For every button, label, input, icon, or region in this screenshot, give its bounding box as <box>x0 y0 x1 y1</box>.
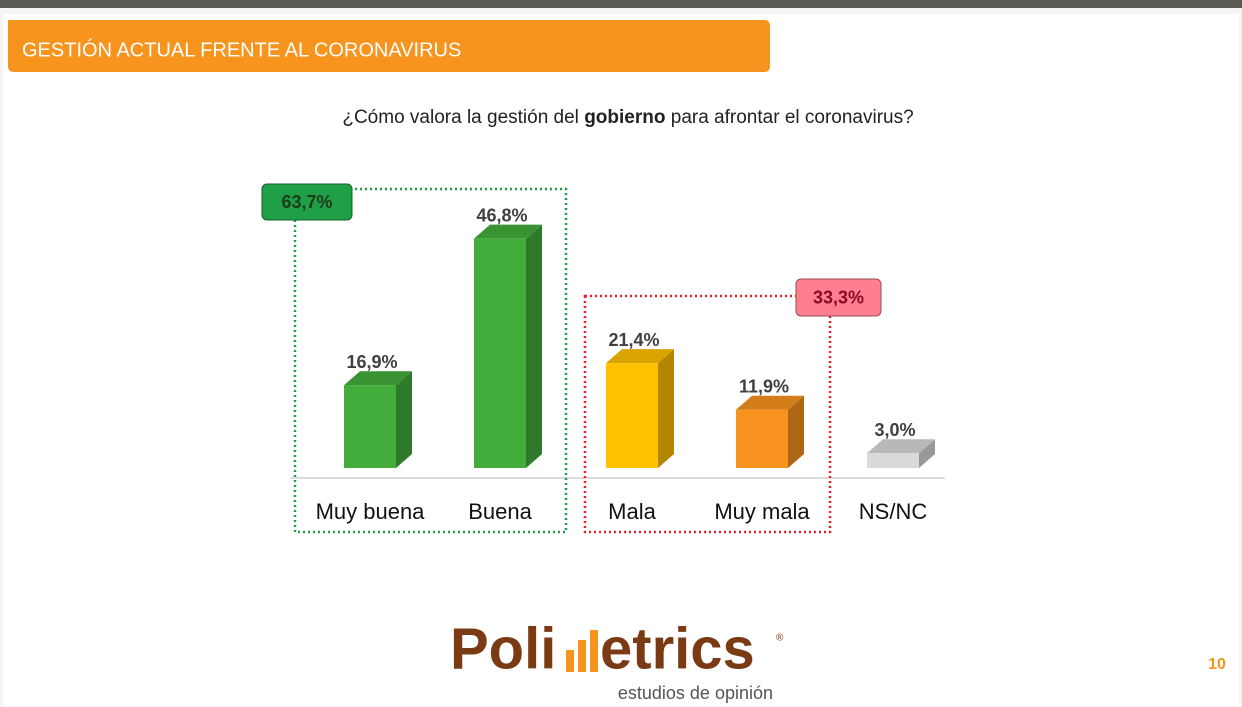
bar <box>344 385 396 468</box>
value-label: 21,4% <box>608 330 659 350</box>
header-tab <box>8 20 770 72</box>
bar-side <box>658 349 674 468</box>
logo-icon <box>578 640 586 672</box>
title-bold: gobierno <box>584 107 665 128</box>
group-tag <box>795 278 882 317</box>
page-number: 10 <box>1208 656 1226 673</box>
bars: 63,7% 33,3% 16,9% Muy buena 46,8% Buena 21,4% M… <box>261 183 935 534</box>
bar-top <box>344 371 412 386</box>
logo-left: Poli <box>450 616 556 681</box>
chart-title: ¿Cómo valora la gestión del gobierno par… <box>342 107 913 128</box>
bar-top <box>474 224 542 239</box>
group-label: 33,3% <box>813 287 864 307</box>
logo-icon <box>566 650 574 672</box>
x-tick-label: NS/NC <box>859 499 928 524</box>
bar <box>736 409 788 468</box>
value-label: 16,9% <box>346 352 397 372</box>
title-text: ¿Cómo valora la gestión del <box>342 107 584 128</box>
bar-side <box>788 395 804 468</box>
group-label: 63,7% <box>281 192 332 212</box>
bar <box>474 238 526 468</box>
bar <box>606 363 658 468</box>
header-title: GESTIÓN ACTUAL FRENTE AL CORONAVIRUS <box>22 38 461 61</box>
value-label: 11,9% <box>739 376 789 396</box>
bar-side <box>396 371 412 468</box>
logo-icon <box>590 630 598 672</box>
bar-top <box>867 439 935 454</box>
logo-tagline: estudios de opinión <box>618 683 773 703</box>
x-tick-label: Muy buena <box>316 499 426 524</box>
title-text: para afrontar el coronavirus? <box>665 107 913 128</box>
group-tag <box>261 183 353 221</box>
value-label: 46,8% <box>476 205 527 225</box>
logo: Poli etrics ® estudios de opinión <box>450 616 784 702</box>
bar-side <box>526 224 542 468</box>
logo-mark: ® <box>776 633 784 644</box>
logo-right: etrics <box>600 616 755 681</box>
group-outline <box>293 187 568 534</box>
x-tick-label: Muy mala <box>714 499 810 524</box>
x-tick-label: Buena <box>468 499 532 524</box>
bar-top <box>736 395 804 410</box>
x-tick-label: Mala <box>608 499 656 524</box>
value-label: 3,0% <box>874 420 915 440</box>
bar <box>867 453 919 468</box>
bar-side <box>919 439 935 468</box>
bar-top <box>606 349 674 364</box>
top-strip <box>0 0 1242 8</box>
